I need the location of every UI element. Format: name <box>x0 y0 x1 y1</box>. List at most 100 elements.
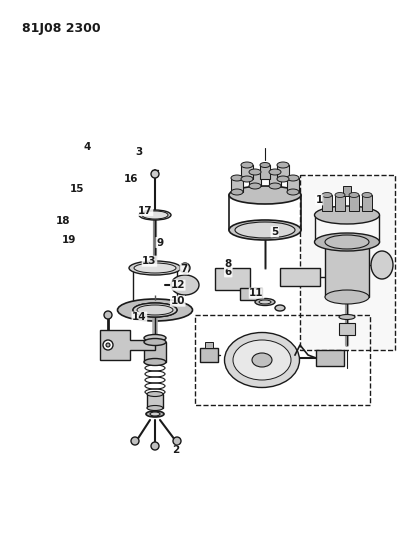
Circle shape <box>103 340 113 350</box>
Ellipse shape <box>314 206 379 224</box>
Bar <box>241 165 253 179</box>
Circle shape <box>104 311 112 319</box>
Text: 10: 10 <box>170 296 185 306</box>
Ellipse shape <box>171 275 199 295</box>
Bar <box>260 165 270 179</box>
Ellipse shape <box>269 169 281 175</box>
Text: 14: 14 <box>132 312 147 322</box>
Text: 16: 16 <box>124 174 139 183</box>
Ellipse shape <box>144 335 166 342</box>
Ellipse shape <box>144 338 166 345</box>
Ellipse shape <box>249 169 261 175</box>
Bar <box>316 350 344 366</box>
Text: 6: 6 <box>225 267 232 277</box>
Ellipse shape <box>371 251 393 279</box>
Circle shape <box>151 170 159 178</box>
Bar <box>349 195 359 211</box>
Bar <box>325 242 369 297</box>
Circle shape <box>151 442 159 450</box>
Ellipse shape <box>277 176 289 182</box>
Text: 8: 8 <box>225 259 232 269</box>
Bar <box>343 186 351 196</box>
Ellipse shape <box>277 162 289 168</box>
Ellipse shape <box>255 298 275 305</box>
Text: 1: 1 <box>316 195 323 205</box>
Ellipse shape <box>322 192 332 198</box>
Text: 4: 4 <box>83 142 90 151</box>
Ellipse shape <box>225 333 299 387</box>
Ellipse shape <box>233 340 291 380</box>
Ellipse shape <box>362 192 372 198</box>
Ellipse shape <box>144 359 166 366</box>
Bar <box>339 323 355 335</box>
Ellipse shape <box>231 189 243 195</box>
Text: 18: 18 <box>55 216 70 226</box>
Text: 2: 2 <box>172 446 179 455</box>
Ellipse shape <box>235 222 295 238</box>
Ellipse shape <box>133 303 177 317</box>
Text: 19: 19 <box>61 235 76 245</box>
Bar <box>240 288 262 300</box>
Ellipse shape <box>349 192 359 198</box>
Text: 15: 15 <box>69 184 84 194</box>
Text: 11: 11 <box>249 288 264 298</box>
Circle shape <box>106 343 110 347</box>
Polygon shape <box>100 330 155 360</box>
Text: 13: 13 <box>142 256 157 266</box>
Ellipse shape <box>147 392 163 397</box>
Text: 3: 3 <box>136 147 143 157</box>
Bar <box>269 172 281 186</box>
Bar <box>362 195 372 211</box>
Text: 9: 9 <box>156 238 163 247</box>
Ellipse shape <box>134 263 176 273</box>
Bar <box>200 348 218 362</box>
Ellipse shape <box>269 183 281 189</box>
Ellipse shape <box>129 261 181 275</box>
Text: 17: 17 <box>138 206 153 215</box>
Ellipse shape <box>146 411 164 417</box>
Bar <box>300 175 395 350</box>
Text: 5: 5 <box>271 227 278 237</box>
Bar <box>205 342 213 348</box>
Ellipse shape <box>139 210 171 220</box>
Ellipse shape <box>259 300 271 304</box>
Bar <box>195 315 370 405</box>
Ellipse shape <box>229 220 301 240</box>
Text: 12: 12 <box>170 280 185 290</box>
Bar <box>144 342 166 362</box>
Ellipse shape <box>231 175 243 181</box>
Ellipse shape <box>314 233 379 251</box>
Ellipse shape <box>241 176 253 182</box>
Ellipse shape <box>335 192 345 198</box>
Bar <box>215 268 250 290</box>
Ellipse shape <box>287 175 299 181</box>
Ellipse shape <box>252 353 272 367</box>
Ellipse shape <box>325 290 369 304</box>
Bar <box>280 268 320 286</box>
Bar <box>231 178 243 192</box>
Bar <box>249 172 261 186</box>
Bar <box>147 394 163 408</box>
Ellipse shape <box>118 299 192 321</box>
Ellipse shape <box>260 163 270 167</box>
Ellipse shape <box>147 406 163 410</box>
Circle shape <box>131 437 139 445</box>
Circle shape <box>180 263 190 273</box>
Bar <box>322 195 332 211</box>
Text: 81J08 2300: 81J08 2300 <box>22 22 101 35</box>
Ellipse shape <box>137 305 173 315</box>
Ellipse shape <box>241 162 253 168</box>
Bar <box>277 165 289 179</box>
Ellipse shape <box>325 235 369 249</box>
Ellipse shape <box>150 412 160 416</box>
Ellipse shape <box>339 314 355 319</box>
Ellipse shape <box>287 189 299 195</box>
Bar <box>335 195 345 211</box>
Ellipse shape <box>142 211 168 219</box>
Ellipse shape <box>229 186 301 204</box>
Ellipse shape <box>275 305 285 311</box>
Ellipse shape <box>133 303 177 317</box>
Circle shape <box>173 437 181 445</box>
Bar <box>287 178 299 192</box>
Ellipse shape <box>249 183 261 189</box>
